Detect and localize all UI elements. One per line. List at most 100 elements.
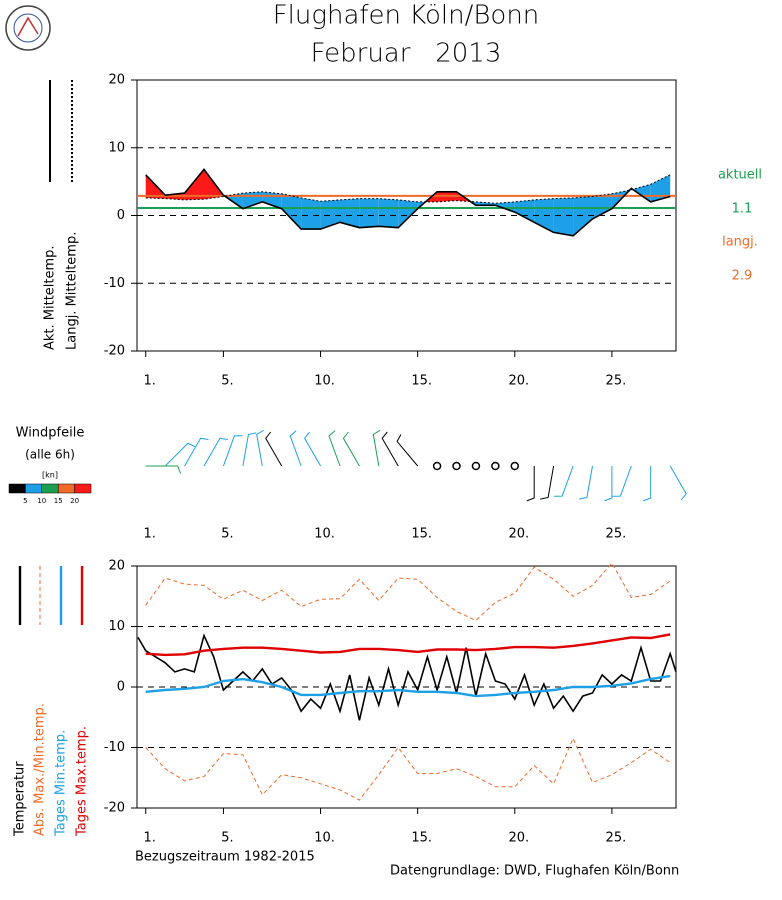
x-tick-label: 1. <box>144 374 156 389</box>
wind-calm <box>510 461 520 471</box>
wind-arrow <box>381 431 399 467</box>
reference-value: 1.1 <box>732 202 753 217</box>
wind-arrow <box>396 434 419 467</box>
y-tick-label: -20 <box>104 344 125 359</box>
wind-arrow <box>342 431 360 467</box>
reference-name: langj. <box>722 235 758 250</box>
subtitle: Februar 2013 <box>311 39 502 69</box>
logo <box>5 5 51 51</box>
wind-arrow <box>643 466 652 502</box>
difference-area <box>301 197 321 230</box>
legend-label: Temperatur <box>13 761 28 837</box>
wind-scale-label: 15 <box>54 497 63 505</box>
reference-name: aktuell <box>718 168 762 183</box>
logo-mark <box>17 16 39 37</box>
x-tick-label: 1. <box>144 527 156 542</box>
wind-calm <box>432 461 442 471</box>
x-tick-label: 10. <box>314 374 335 389</box>
wind-arrow <box>554 465 574 497</box>
series-line <box>137 633 677 721</box>
difference-area <box>514 199 535 223</box>
y-tick-label: 20 <box>108 559 125 574</box>
title: Flughafen Köln/Bonn <box>273 1 540 31</box>
period: Bezugszeitraum 1982-2015 <box>135 850 315 865</box>
series-line <box>145 168 671 237</box>
wind-calm <box>452 461 461 471</box>
y-tick-label: -20 <box>104 801 125 816</box>
wind-arrow <box>578 465 593 500</box>
wind-subtitle: (alle 6h) <box>25 448 75 462</box>
difference-area <box>573 196 593 236</box>
difference-area <box>340 198 360 228</box>
x-tick-label: 25. <box>606 831 627 846</box>
wind-scale-label: 10 <box>37 497 46 505</box>
difference-area <box>632 184 651 202</box>
y-tick-label: -10 <box>104 276 125 291</box>
y-tick-label: 10 <box>108 619 125 634</box>
wind-arrow <box>242 432 257 467</box>
wind-arrow <box>289 430 302 467</box>
difference-area <box>281 193 302 230</box>
x-tick-label: 20. <box>508 374 529 389</box>
y-tick-label: 20 <box>108 73 125 88</box>
wind-arrow <box>540 465 555 500</box>
wind-calm <box>471 461 481 471</box>
x-tick-label: 10. <box>314 831 335 846</box>
logo-circle <box>5 5 51 51</box>
difference-area <box>242 191 263 209</box>
wind-arrow <box>303 431 322 467</box>
source: Datengrundlage: DWD, Flughafen Köln/Bonn <box>390 864 679 879</box>
difference-area <box>553 197 574 236</box>
wind-unit: [kn] <box>42 471 58 480</box>
x-tick-label: 20. <box>508 831 529 846</box>
x-tick-label: 5. <box>221 527 233 542</box>
difference-area <box>378 198 399 228</box>
wind-scale-swatch <box>57 483 75 494</box>
x-tick-label: 15. <box>411 831 432 846</box>
series-line <box>145 674 671 698</box>
wind-scale-swatch <box>25 483 43 494</box>
wind-arrow <box>372 429 381 467</box>
difference-area <box>398 199 418 228</box>
wind-arrow <box>256 429 264 467</box>
wind-arrow <box>328 430 341 467</box>
wind-arrow <box>526 466 535 502</box>
wind-scale-label: 5 <box>23 497 27 505</box>
wind-arrow <box>612 465 632 497</box>
wind-scale-label: 20 <box>70 497 79 505</box>
logo-ring <box>13 13 43 43</box>
wind-scale-swatch <box>8 483 26 494</box>
y-tick-label: -10 <box>104 740 125 755</box>
wind-title: Windpfeile <box>16 426 85 441</box>
wind-arrow <box>222 435 243 467</box>
difference-area <box>262 191 282 209</box>
x-tick-label: 20. <box>508 527 529 542</box>
x-tick-label: 15. <box>411 527 432 542</box>
wind-arrow <box>164 442 196 467</box>
x-tick-label: 10. <box>314 527 335 542</box>
wind-arrow <box>145 465 182 474</box>
x-tick-label: 25. <box>606 374 627 389</box>
difference-area <box>359 198 379 228</box>
x-tick-label: 25. <box>606 527 627 542</box>
difference-area <box>495 201 515 213</box>
wind-arrow <box>265 431 283 467</box>
abs-min-line <box>145 737 671 801</box>
legend-label: Abs. Max./Min.temp. <box>33 703 48 836</box>
difference-area <box>592 193 612 219</box>
legend-label: Langj. Mitteltemp. <box>65 232 80 350</box>
abs-max-line <box>145 562 671 622</box>
x-tick-label: 5. <box>221 831 233 846</box>
x-tick-label: 5. <box>221 374 233 389</box>
series-line <box>145 633 671 657</box>
reference-value: 2.9 <box>732 269 753 284</box>
wind-scale-swatch <box>41 483 59 494</box>
x-tick-label: 15. <box>411 374 432 389</box>
wind-arrow <box>184 437 209 467</box>
legend-label: Tages Min.temp. <box>54 730 69 837</box>
y-tick-label: 0 <box>117 680 125 695</box>
difference-area <box>320 199 340 230</box>
x-tick-label: 1. <box>144 831 156 846</box>
wind-arrow <box>604 466 613 502</box>
